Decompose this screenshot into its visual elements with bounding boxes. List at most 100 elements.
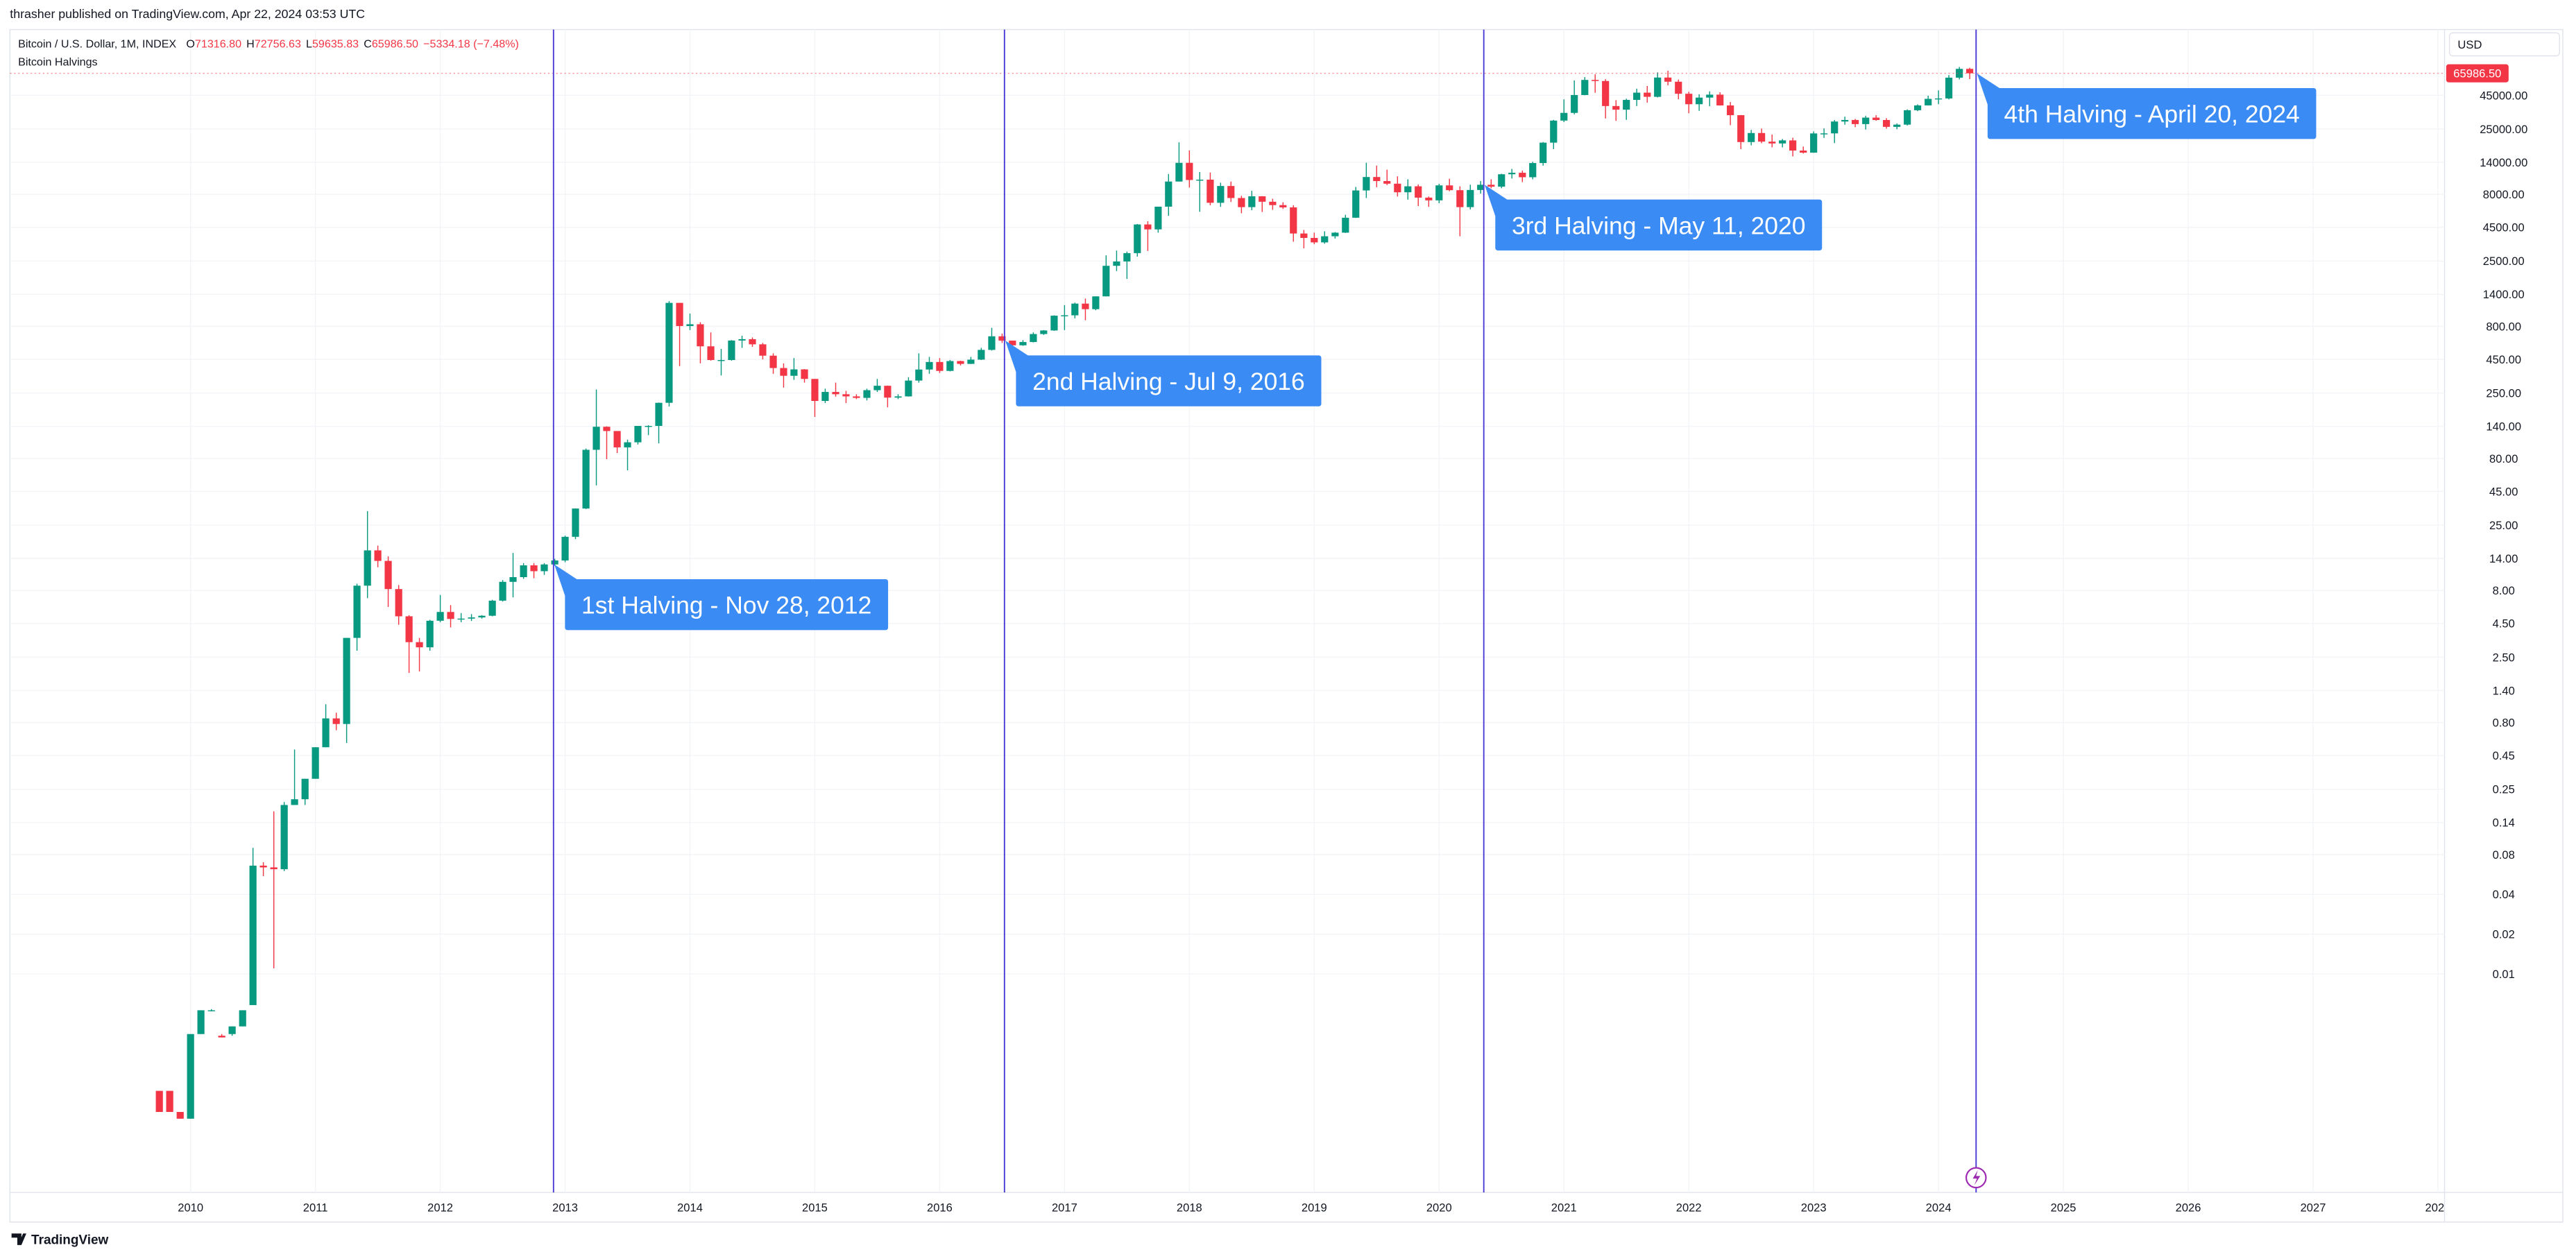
candle-body (1831, 121, 1839, 134)
candle-body (894, 396, 902, 398)
candle-body (1685, 94, 1693, 105)
candle-body (1352, 190, 1360, 218)
candle-body (374, 550, 382, 561)
candle-body (218, 1036, 225, 1038)
candle-body (1279, 205, 1287, 207)
overlay: 65986.50 1st Halving - Nov 28, 2012 2nd Ha… (10, 29, 2509, 1193)
y-tick-label: 8000.00 (2483, 188, 2525, 201)
candle-body (645, 426, 652, 427)
currency-box[interactable] (2448, 32, 2560, 57)
candle-body (1727, 105, 1734, 116)
x-tick-label: 2019 (1302, 1201, 1327, 1214)
candle-body (1311, 238, 1318, 243)
candle-body (738, 339, 746, 341)
candle-body (353, 585, 361, 638)
candle-body (905, 380, 912, 397)
candle-body (1592, 80, 1599, 81)
candle-body (1435, 185, 1443, 200)
candle-body (343, 637, 350, 724)
candle-body (1383, 181, 1391, 184)
candle-body (697, 324, 704, 347)
candle-body (603, 427, 611, 431)
x-tick-label: 2013 (552, 1201, 578, 1214)
candle-body (176, 1112, 184, 1119)
candle-body (655, 402, 663, 427)
ohlc-key: H (246, 38, 255, 51)
candle-body (1706, 94, 1714, 98)
candle-body (1498, 174, 1505, 187)
ohlc-value: 71316.80 (195, 38, 241, 51)
candle-body (967, 359, 975, 364)
candle-body (1945, 77, 1953, 99)
candle-body (634, 426, 642, 443)
candle-body (155, 1090, 163, 1113)
candle-body (280, 805, 288, 870)
x-tick-label: 2021 (1551, 1201, 1577, 1214)
candle-body (1925, 99, 1932, 105)
candle-body (1040, 330, 1048, 334)
candle-body (686, 324, 694, 326)
callout-label: 2nd Halving - Jul 9, 2016 (1032, 368, 1305, 395)
halving-callout: 4th Halving - April 20, 2024 (1977, 73, 2317, 139)
x-tick-label: 2016 (927, 1201, 953, 1214)
candle-body (332, 718, 340, 724)
brand-name: TradingView (31, 1233, 108, 1248)
candle-body (249, 865, 257, 1005)
indicator-name: Bitcoin Halvings (18, 56, 98, 69)
candle-body (1456, 190, 1464, 207)
candle-body (1300, 233, 1308, 239)
candle-body (1768, 142, 1776, 144)
y-tick-label: 25000.00 (2480, 123, 2527, 136)
y-tick-label: 1.40 (2493, 684, 2515, 697)
candle-body (1560, 112, 1568, 121)
candle-body (1789, 140, 1797, 151)
candle-body (270, 867, 278, 870)
candle-body (1071, 303, 1079, 316)
y-tick-label: 25.00 (2489, 519, 2518, 532)
candle-body (312, 747, 319, 779)
candle-body (1696, 97, 1703, 105)
candle-body (1415, 186, 1422, 198)
candle-body (1113, 261, 1120, 266)
y-tick-label: 0.80 (2493, 717, 2515, 730)
x-tick-label: 2027 (2301, 1201, 2326, 1214)
candle-body (853, 396, 860, 398)
candle-body (197, 1010, 205, 1034)
candle-body (1165, 181, 1172, 207)
candle-body (1050, 316, 1058, 331)
candle-body (1206, 180, 1214, 203)
candle-body (551, 560, 558, 565)
ohlc-value: 72756.63 (255, 38, 301, 51)
candle-body (1519, 173, 1526, 178)
candle-body (1873, 117, 1880, 121)
candle-body (801, 369, 808, 379)
candle-body (520, 565, 527, 577)
candle-body (1134, 224, 1141, 253)
candle-body (1217, 186, 1225, 203)
candle-body (1644, 92, 1651, 97)
candle-body (1477, 185, 1485, 190)
candle-body (395, 589, 402, 617)
y-tick-label: 250.00 (2486, 387, 2521, 400)
x-tick-label: 2026 (2176, 1201, 2201, 1214)
candle-body (1248, 196, 1256, 207)
y-tick-label: 800.00 (2486, 320, 2521, 333)
x-tick-label: 2011 (303, 1201, 328, 1214)
candle-body (1487, 185, 1495, 187)
candle-body (561, 536, 569, 560)
halving-callout: 3rd Halving - May 11, 2020 (1484, 185, 1823, 251)
callout-box (1495, 199, 1823, 251)
y-tick-label: 4.50 (2493, 617, 2515, 631)
candle-body (259, 865, 267, 868)
x-tick-label: 2025 (2051, 1201, 2076, 1214)
candle-body (665, 302, 673, 403)
candle-body (957, 361, 964, 364)
candle-body (1259, 196, 1266, 202)
brand-logo (11, 1233, 26, 1245)
candle-body (530, 565, 538, 572)
candle-body (707, 346, 715, 361)
candle-body (790, 369, 798, 376)
